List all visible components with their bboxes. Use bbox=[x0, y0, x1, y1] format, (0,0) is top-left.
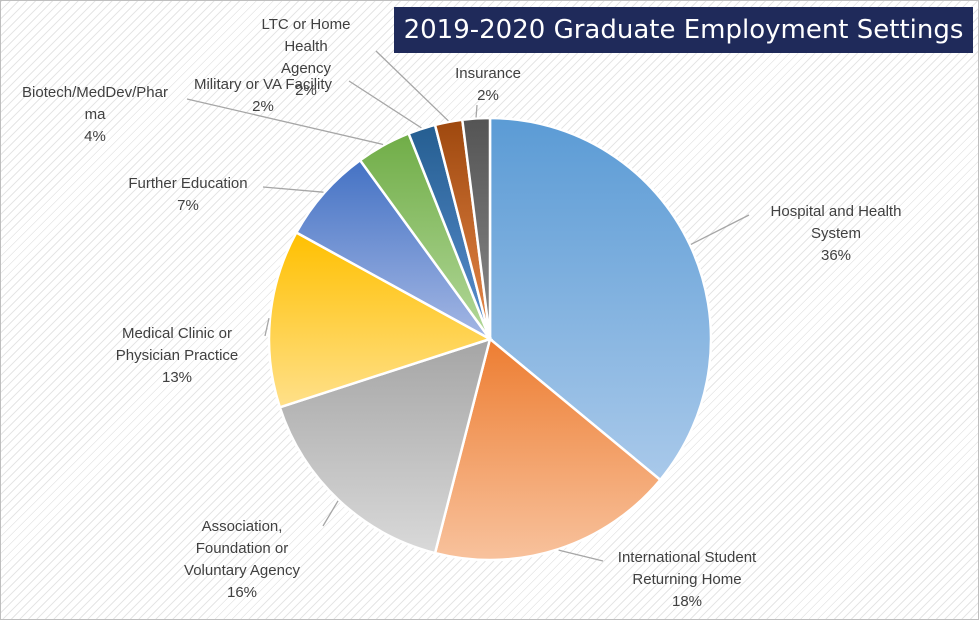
data-label-category: International Student bbox=[618, 549, 757, 566]
data-label: Insurance 2% bbox=[455, 65, 521, 104]
data-label: Biotech/MedDev/Phar ma 4% bbox=[22, 84, 168, 145]
data-label-category: Medical Clinic or bbox=[122, 325, 232, 342]
leader-line bbox=[186, 98, 384, 146]
data-label-category: Voluntary Agency bbox=[184, 562, 300, 579]
data-label-category: Health bbox=[284, 38, 327, 55]
data-label-category: Agency bbox=[281, 60, 332, 77]
data-label: Hospital and Health System 36% bbox=[771, 203, 902, 264]
leader-line bbox=[475, 104, 478, 118]
leader-line bbox=[375, 50, 449, 122]
leader-line bbox=[558, 549, 604, 562]
pie-slice bbox=[460, 116, 492, 340]
data-label-category: ma bbox=[85, 106, 106, 123]
data-label-category: Biotech/MedDev/Phar bbox=[22, 84, 168, 101]
data-label: Military or VA Facility 2% bbox=[194, 76, 333, 115]
leader-line bbox=[262, 186, 324, 193]
data-label: Further Education 7% bbox=[128, 175, 247, 214]
data-label-value: 4% bbox=[84, 128, 106, 145]
data-label-category: LTC or Home bbox=[262, 16, 351, 33]
data-label-category: Foundation or bbox=[196, 540, 289, 557]
data-label-value: 2% bbox=[252, 98, 274, 115]
data-label-value: 13% bbox=[162, 369, 192, 386]
pie-slice bbox=[433, 336, 663, 562]
data-label: Association, Foundation or Voluntary Agenc… bbox=[184, 518, 300, 601]
chart-title: 2019-2020 Graduate Employment Settings bbox=[394, 7, 973, 53]
data-label-category: Association, bbox=[202, 518, 283, 535]
data-label-value: 18% bbox=[672, 593, 702, 610]
pie-slice bbox=[488, 116, 713, 482]
data-label-category: System bbox=[811, 225, 861, 242]
data-label: Medical Clinic or Physician Practice 13% bbox=[116, 325, 239, 386]
data-label-category: Physician Practice bbox=[116, 347, 239, 364]
data-label-value: 2% bbox=[477, 87, 499, 104]
data-label: LTC or Home Health Agency 2% bbox=[262, 16, 351, 99]
data-label-value: 36% bbox=[821, 247, 851, 264]
pie-slice bbox=[278, 337, 492, 555]
data-label-category: Returning Home bbox=[632, 571, 741, 588]
data-label-category: Further Education bbox=[128, 175, 247, 192]
data-label-value: 7% bbox=[177, 197, 199, 214]
leader-line bbox=[264, 317, 270, 337]
leader-line bbox=[322, 500, 339, 527]
data-label-category: Hospital and Health bbox=[771, 203, 902, 220]
pie-slice bbox=[267, 230, 494, 409]
data-label-value: 16% bbox=[227, 584, 257, 601]
leader-line bbox=[690, 214, 750, 246]
leader-line bbox=[348, 80, 422, 129]
data-label-category: Insurance bbox=[455, 65, 521, 82]
data-label-category: Military or VA Facility bbox=[194, 76, 333, 93]
data-label: International Student Returning Home 18% bbox=[618, 549, 757, 610]
data-label-value: 2% bbox=[295, 82, 317, 99]
